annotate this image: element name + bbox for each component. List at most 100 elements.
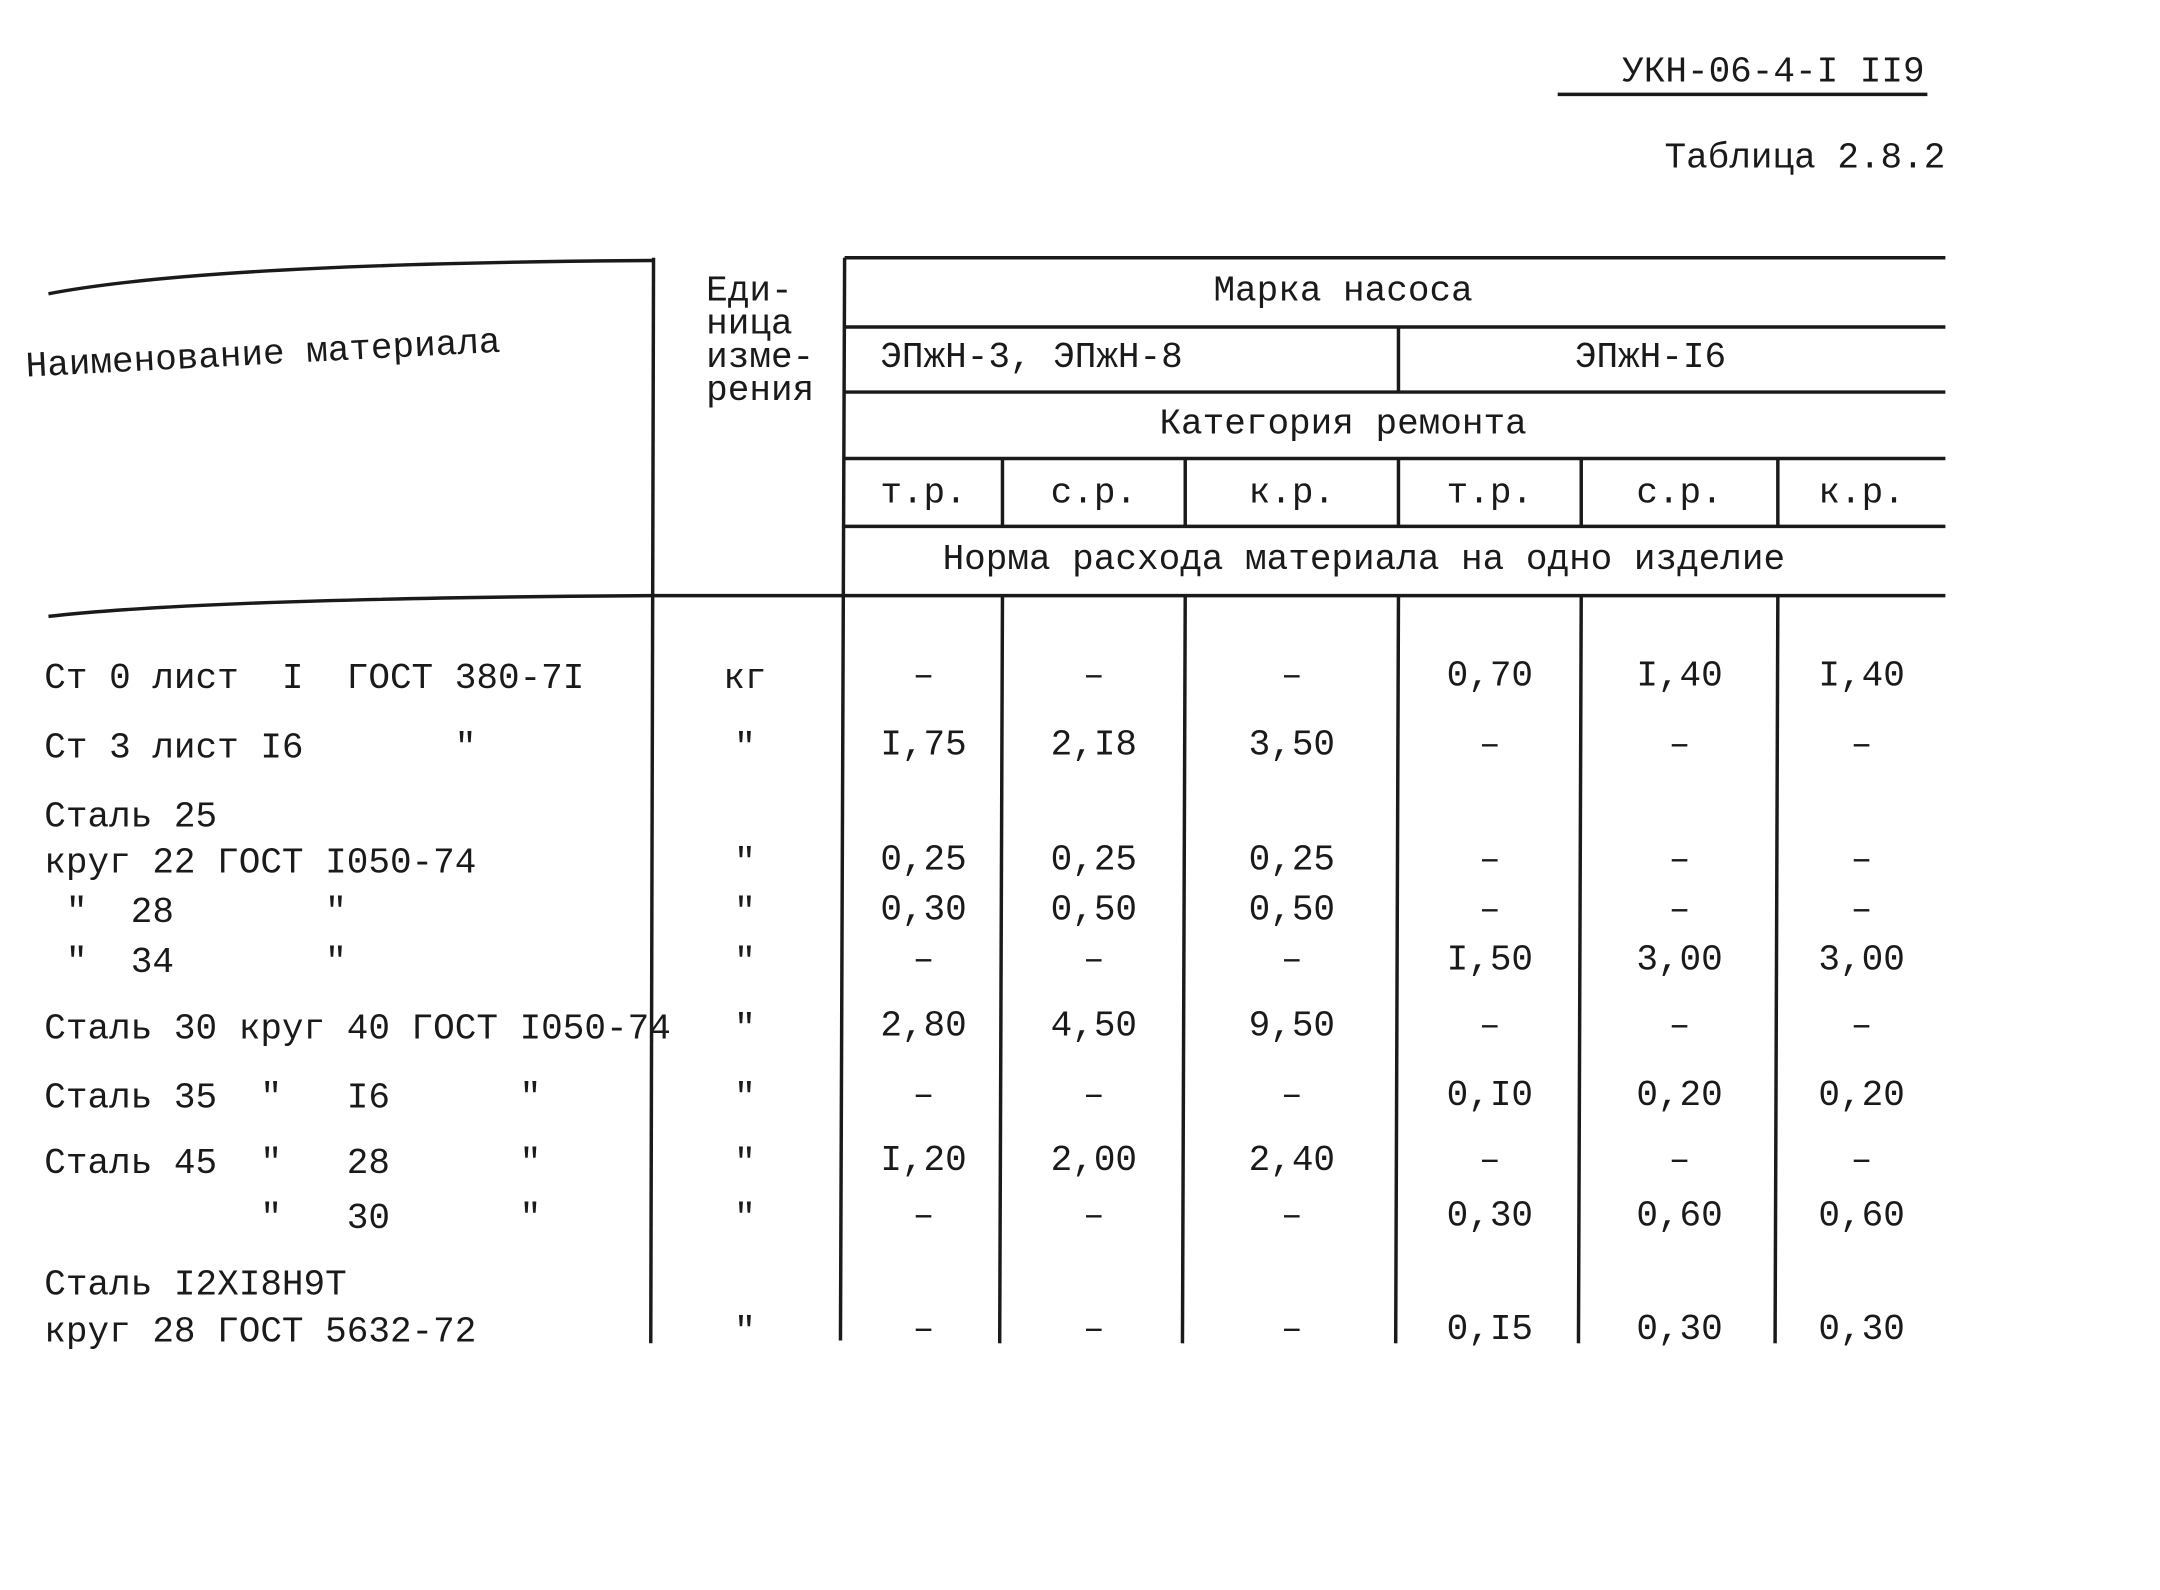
norm-value: –	[1479, 889, 1501, 930]
norm-value: 2,80	[880, 1006, 966, 1047]
norm-value: I,50	[1447, 939, 1533, 980]
col-unit-header: ница	[706, 304, 792, 345]
rule	[1576, 595, 1583, 1344]
norm-value: –	[1669, 840, 1691, 881]
rule	[1180, 595, 1187, 1344]
norm-value: –	[913, 1309, 935, 1350]
table-label: Таблица 2.8.2	[1665, 138, 1946, 179]
norm-value: 0,I0	[1447, 1075, 1533, 1116]
norm-value: 9,50	[1249, 1006, 1335, 1047]
norm-value: –	[1479, 725, 1501, 766]
material-name: Сталь 30 круг 40 ГОСТ I050-74	[44, 1009, 671, 1050]
norm-value: 0,60	[1636, 1195, 1722, 1236]
norm-value: –	[913, 655, 935, 696]
norm-value: –	[1851, 840, 1873, 881]
norm-value: 0,50	[1051, 889, 1137, 930]
norm-value: 2,00	[1051, 1140, 1137, 1181]
norm-title: Норма расхода материала на одно изделие	[943, 539, 1786, 580]
pump-header: ЭПжН-I6	[1575, 337, 1726, 378]
norm-value: 4,50	[1051, 1006, 1137, 1047]
material-name: Ст 3 лист I6 "	[44, 727, 476, 768]
repair-header: к.р.	[1818, 473, 1904, 514]
unit: "	[734, 1143, 756, 1184]
norm-value: –	[1851, 725, 1873, 766]
pump-header: ЭПжН-3, ЭПжН-8	[880, 337, 1182, 378]
rule	[997, 595, 1005, 1344]
rule	[1393, 595, 1401, 1344]
material-name: " 34 "	[44, 942, 346, 983]
repair-title: Категория ремонта	[1159, 403, 1526, 444]
unit: "	[734, 842, 756, 883]
norm-value: –	[1281, 1075, 1303, 1116]
norm-value: 0,25	[1249, 840, 1335, 881]
material-name: Сталь I2XI8H9T	[44, 1265, 346, 1306]
rule	[649, 257, 656, 1344]
norm-value: –	[1479, 1140, 1501, 1181]
material-name: Сталь 25	[44, 797, 217, 838]
unit: "	[734, 1009, 756, 1050]
norm-value: 0,20	[1818, 1075, 1904, 1116]
norm-value: –	[1083, 939, 1105, 980]
unit: "	[734, 1198, 756, 1239]
norm-value: 3,00	[1636, 939, 1722, 980]
norm-value: –	[913, 1075, 935, 1116]
norm-value: –	[1479, 1006, 1501, 1047]
norm-value: 0,25	[1051, 840, 1137, 881]
repair-header: к.р.	[1249, 473, 1335, 514]
norm-value: 0,I5	[1447, 1309, 1533, 1350]
material-name: " 30 "	[44, 1198, 541, 1239]
norm-value: –	[913, 1195, 935, 1236]
norm-value: –	[1479, 840, 1501, 881]
repair-header: с.р.	[1051, 473, 1137, 514]
norm-value: 0,70	[1447, 655, 1533, 696]
unit: кг	[723, 658, 766, 699]
header-top-curve	[48, 258, 654, 296]
repair-header: т.р.	[1447, 473, 1533, 514]
norm-value: 0,30	[1636, 1309, 1722, 1350]
material-name: круг 22 ГОСТ I050-74	[44, 842, 476, 883]
norm-value: 2,40	[1249, 1140, 1335, 1181]
norm-value: 0,30	[880, 889, 966, 930]
norm-value: 0,60	[1818, 1195, 1904, 1236]
rule	[838, 257, 847, 1341]
material-name: Ст 0 лист I ГОСТ 380-7I	[44, 658, 584, 699]
norm-value: –	[1281, 655, 1303, 696]
norm-value: –	[1669, 889, 1691, 930]
norm-value: –	[1851, 889, 1873, 930]
norm-value: –	[1083, 1309, 1105, 1350]
unit: "	[734, 892, 756, 933]
col-unit-header: Еди-	[706, 271, 792, 312]
rule	[1773, 595, 1780, 1344]
unit: "	[734, 942, 756, 983]
norm-value: I,40	[1818, 655, 1904, 696]
norm-value: 3,00	[1818, 939, 1904, 980]
norm-value: 0,50	[1249, 889, 1335, 930]
repair-header: т.р.	[880, 473, 966, 514]
norm-value: –	[913, 939, 935, 980]
unit: "	[734, 1312, 756, 1353]
norm-value: I,40	[1636, 655, 1722, 696]
norm-value: –	[1281, 939, 1303, 980]
doc-code: УКН-06-4-I II9	[1622, 52, 1924, 93]
norm-value: –	[1281, 1195, 1303, 1236]
col-unit-header: рения	[706, 370, 814, 411]
norm-value: 2,I8	[1051, 725, 1137, 766]
repair-header: с.р.	[1636, 473, 1722, 514]
material-name: круг 28 ГОСТ 5632-72	[44, 1312, 476, 1353]
norm-value: 0,30	[1447, 1195, 1533, 1236]
header-bottom-curve	[48, 593, 845, 619]
norm-value: –	[1083, 1195, 1105, 1236]
norm-value: –	[1851, 1140, 1873, 1181]
norm-value: I,75	[880, 725, 966, 766]
col-name-header: Наименование материала	[25, 322, 502, 388]
material-name: Сталь 45 " 28 "	[44, 1143, 541, 1184]
norm-value: –	[1851, 1006, 1873, 1047]
unit: "	[734, 727, 756, 768]
norm-value: 0,30	[1818, 1309, 1904, 1350]
col-unit-header: изме-	[706, 337, 814, 378]
material-name: Сталь 35 " I6 "	[44, 1078, 541, 1119]
norm-value: 3,50	[1249, 725, 1335, 766]
norm-value: –	[1083, 655, 1105, 696]
norm-value: –	[1669, 725, 1691, 766]
